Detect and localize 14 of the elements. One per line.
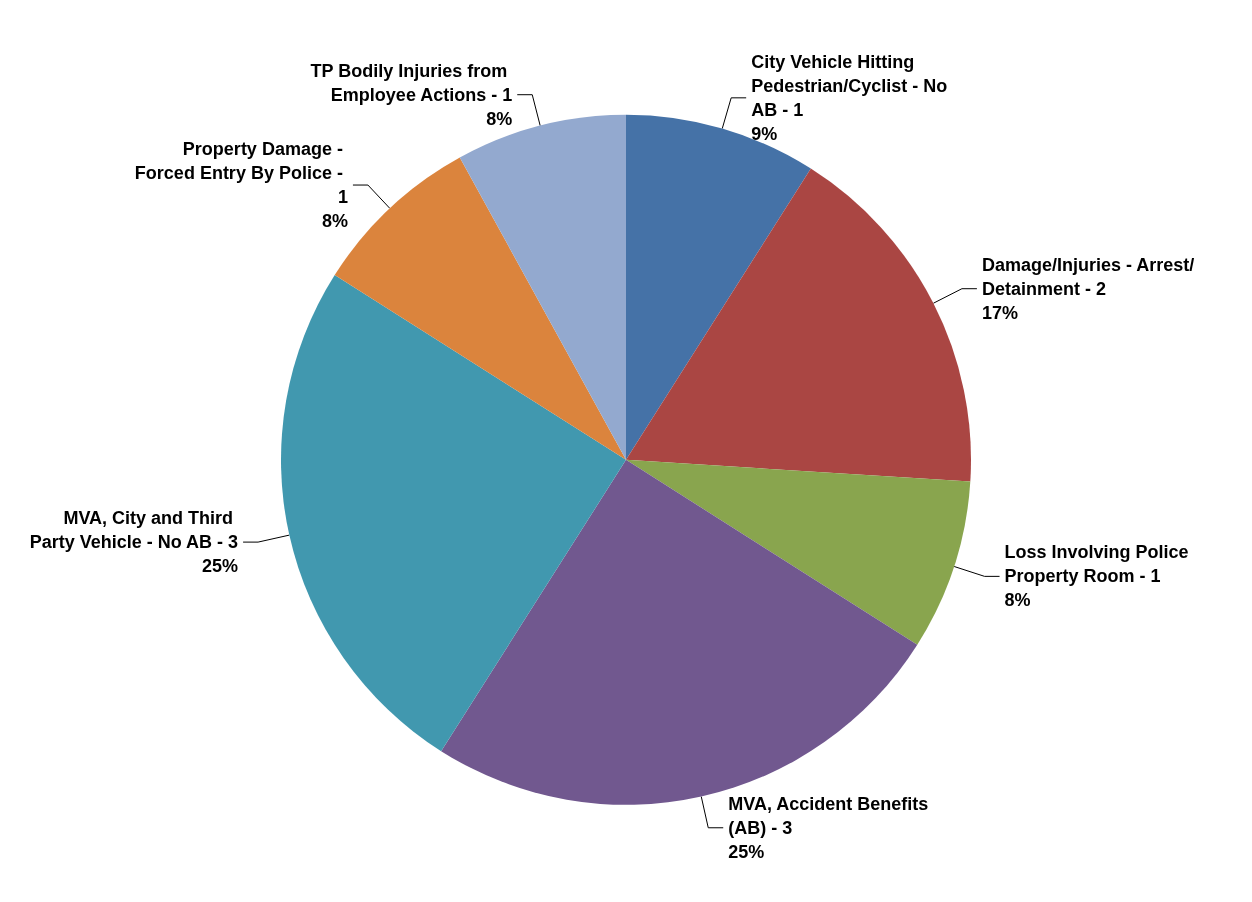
slice-label: MVA, City and Third Party Vehicle - No AB - 3 — [29, 508, 239, 553]
slice-label: City Vehicle Hitting Pedestrian/Cyclist - No AB - 1 — [751, 51, 953, 120]
data-label: 25% — [202, 556, 239, 577]
data-label: 8% — [486, 108, 513, 129]
slice-label: Damage/Injuries - Arrest/Detainment - 2 — [981, 254, 1195, 299]
data-label: 25% — [728, 841, 765, 862]
slice-label: Loss Involving Police Property Room - 1 — [1004, 542, 1194, 587]
data-label: 17% — [981, 302, 1018, 323]
data-label: 8% — [321, 211, 348, 232]
data-label: 8% — [1004, 590, 1031, 611]
data-label: 9% — [751, 123, 778, 144]
slice-label: MVA, Accident Benefits (AB) - 3 — [728, 793, 934, 838]
slice-label: TP Bodily Injuries from Employee Actions - 1 — [310, 60, 513, 105]
slice-label: Property Damage - Forced Entry By Police - 1 — [134, 139, 348, 208]
